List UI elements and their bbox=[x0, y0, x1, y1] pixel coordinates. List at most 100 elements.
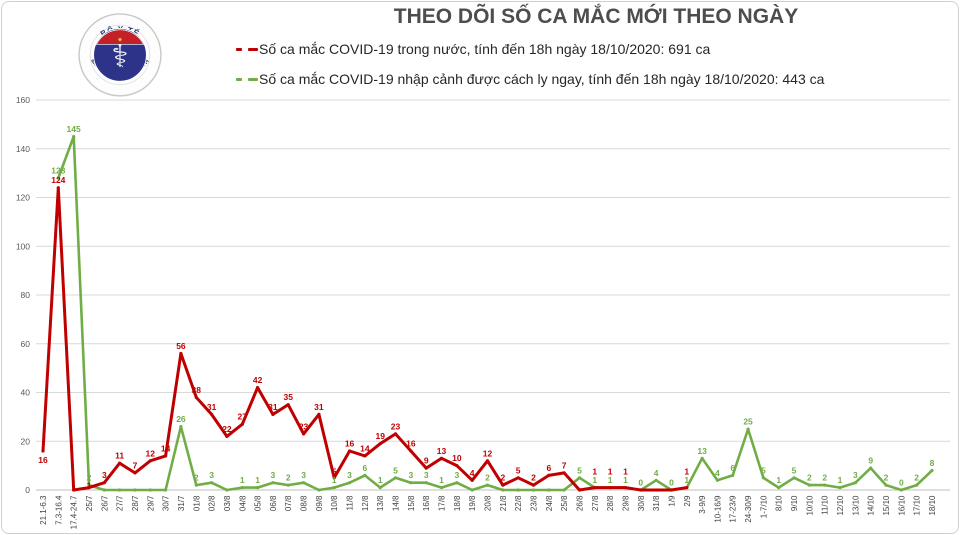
imported-data-label: 2 bbox=[822, 473, 827, 483]
domestic-line-marker-icon bbox=[248, 47, 258, 51]
x-axis-label: 26/8 bbox=[575, 495, 584, 511]
data-point-marker bbox=[363, 473, 367, 477]
x-axis-label: 21.1-6.3 bbox=[39, 495, 48, 525]
imported-data-label: 2 bbox=[87, 473, 92, 483]
y-axis-labels: 0 20 40 60 80 100 120 140 160 bbox=[16, 95, 30, 495]
y-tick-label: 40 bbox=[21, 388, 31, 398]
domestic-data-label: 31 bbox=[314, 402, 324, 412]
imported-data-label: 0 bbox=[669, 478, 674, 488]
data-point-marker bbox=[485, 459, 490, 463]
data-point-marker bbox=[118, 488, 122, 492]
data-point-marker bbox=[133, 471, 137, 475]
x-axis-label: 31/8 bbox=[652, 495, 661, 511]
data-point-marker bbox=[194, 483, 198, 487]
imported-data-label: 2 bbox=[884, 473, 889, 483]
imported-data-label: 3 bbox=[271, 470, 276, 480]
data-point-marker bbox=[240, 486, 244, 490]
x-axis-label: 04/8 bbox=[238, 495, 247, 511]
x-axis-label: 15/10 bbox=[882, 495, 891, 516]
x-axis-label: 13/10 bbox=[851, 495, 860, 516]
imported-data-label: 2 bbox=[286, 473, 291, 483]
x-axis-label: 02/8 bbox=[208, 495, 217, 511]
data-point-marker bbox=[393, 476, 398, 480]
domestic-data-label: 5 bbox=[516, 465, 521, 475]
x-axis-label: 17/8 bbox=[438, 495, 447, 511]
domestic-data-label: 16 bbox=[345, 439, 355, 449]
domestic-data-label: 13 bbox=[437, 446, 447, 456]
legend-item-imported: Số ca mắc COVID-19 nhập cảnh được cách l… bbox=[236, 68, 824, 90]
data-point-marker bbox=[884, 483, 888, 487]
domestic-data-label: 56 bbox=[176, 341, 186, 351]
x-axis-label: 26/7 bbox=[100, 495, 109, 511]
x-axis-label: 17-23/9 bbox=[729, 495, 738, 523]
imported-data-label: 3 bbox=[853, 470, 858, 480]
imported-data-label: 3 bbox=[454, 470, 459, 480]
x-axis-label: 27/7 bbox=[116, 495, 125, 511]
domestic-data-label: 14 bbox=[360, 443, 370, 453]
data-point-marker bbox=[302, 481, 306, 485]
series-imported-path bbox=[57, 135, 934, 492]
data-point-marker bbox=[685, 486, 689, 490]
domestic-data-label: 12 bbox=[146, 448, 156, 458]
data-point-marker bbox=[746, 427, 750, 431]
imported-data-label: 3 bbox=[347, 470, 352, 480]
data-point-marker bbox=[501, 483, 505, 487]
y-tick-label: 120 bbox=[16, 193, 30, 203]
data-point-marker bbox=[256, 386, 260, 390]
data-point-marker bbox=[102, 481, 106, 485]
data-point-marker bbox=[118, 461, 122, 465]
x-axis-label: 13/8 bbox=[376, 495, 385, 511]
imported-data-label: 2 bbox=[914, 473, 919, 483]
staff-of-asclepius-icon: ⚕ bbox=[111, 38, 128, 74]
x-axis-label: 7.3-16.4 bbox=[54, 495, 63, 525]
x-axis-label: 08/8 bbox=[300, 495, 309, 511]
data-point-marker bbox=[256, 486, 260, 490]
legend: Số ca mắc COVID-19 trong nước, tính đến … bbox=[236, 38, 824, 98]
domestic-data-label: 1 bbox=[592, 467, 597, 477]
imported-data-label: 1 bbox=[623, 475, 628, 485]
data-point-marker bbox=[72, 135, 76, 139]
x-axis-label: 3-9/9 bbox=[698, 495, 707, 514]
data-point-marker bbox=[608, 486, 612, 490]
imported-data-label: 1 bbox=[608, 475, 613, 485]
data-point-marker bbox=[424, 466, 428, 470]
domestic-data-label: 19 bbox=[375, 431, 385, 441]
x-axis-label: 09/8 bbox=[315, 495, 324, 511]
x-axis-label: 28/7 bbox=[131, 495, 140, 511]
data-point-marker bbox=[317, 488, 321, 492]
data-point-marker bbox=[72, 488, 76, 492]
data-point-marker bbox=[547, 473, 551, 477]
data-point-marker bbox=[179, 425, 183, 429]
imported-data-label: 1 bbox=[332, 475, 337, 485]
data-point-marker bbox=[470, 488, 474, 492]
data-point-marker bbox=[56, 186, 60, 190]
imported-data-label: 1 bbox=[838, 475, 843, 485]
domestic-data-label: 3 bbox=[102, 470, 107, 480]
domestic-data-label: 124 bbox=[51, 175, 65, 185]
x-axis-label: 27/8 bbox=[591, 495, 600, 511]
data-point-marker bbox=[210, 481, 214, 485]
imported-data-label: 4 bbox=[654, 468, 659, 478]
domestic-data-label: 10 bbox=[452, 453, 462, 463]
imported-data-label: 13 bbox=[697, 446, 707, 456]
x-axis-label: 30/7 bbox=[162, 495, 171, 511]
data-point-marker bbox=[363, 454, 367, 458]
imported-data-label: 1 bbox=[378, 475, 383, 485]
y-tick-label: 0 bbox=[25, 485, 30, 495]
data-point-marker bbox=[41, 449, 45, 453]
data-point-marker bbox=[439, 456, 444, 460]
data-point-marker bbox=[715, 478, 720, 482]
imported-data-label: 3 bbox=[301, 470, 306, 480]
data-point-marker bbox=[562, 488, 566, 492]
imported-data-label: 6 bbox=[363, 463, 368, 473]
data-point-marker bbox=[271, 481, 275, 485]
x-axis-label: 07/8 bbox=[284, 495, 293, 511]
domestic-data-label: 31 bbox=[207, 402, 217, 412]
domestic-data-label: 6 bbox=[546, 463, 551, 473]
data-point-marker bbox=[102, 488, 106, 492]
data-point-marker bbox=[164, 488, 168, 492]
data-point-marker bbox=[577, 476, 582, 480]
imported-data-label: 1 bbox=[592, 475, 597, 485]
imported-data-label: 1 bbox=[240, 475, 245, 485]
